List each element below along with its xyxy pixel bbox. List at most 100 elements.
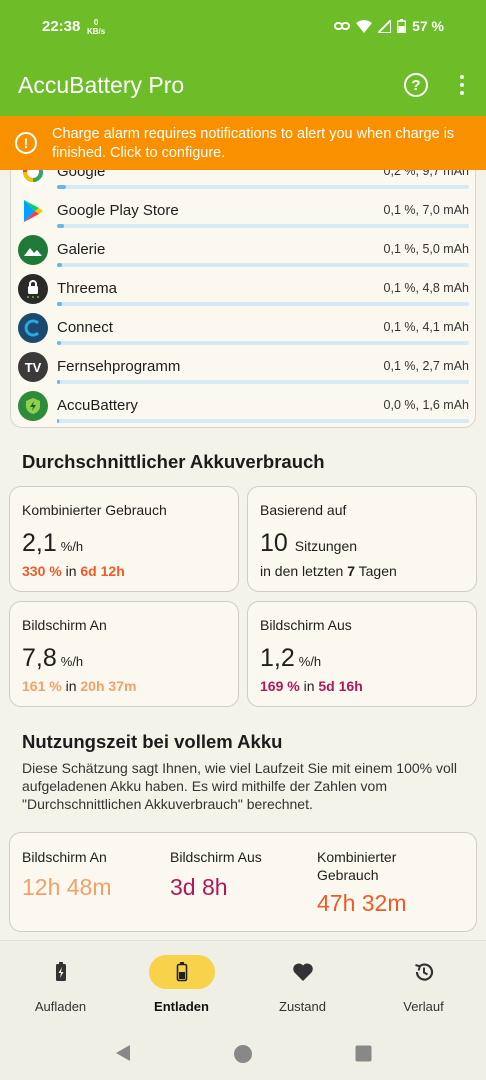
signal-icon	[378, 19, 392, 33]
network-speed-value: 0	[93, 18, 99, 27]
warning-icon: !	[15, 132, 37, 154]
stat-label: Kombinierter Gebrauch	[22, 502, 167, 518]
usage-bar	[57, 302, 469, 306]
app-usage-value: 0,1 %, 4,8 mAh	[383, 281, 469, 295]
full-label: Bildschirm Aus	[170, 849, 262, 865]
app-usage-value: 0,0 %, 1,6 mAh	[383, 398, 469, 412]
list-item[interactable]: Threema 0,1 %, 4,8 mAh	[11, 270, 475, 309]
charge-alarm-banner[interactable]: ! Charge alarm requires notifications to…	[0, 116, 486, 170]
usage-bar-fill	[57, 185, 67, 189]
stat-value: 1,2 %/h	[260, 644, 322, 672]
usage-bar-fill	[57, 380, 60, 384]
stat-label: Bildschirm An	[22, 617, 107, 633]
history-icon	[391, 955, 457, 989]
nav-label: Verlauf	[403, 999, 444, 1014]
stat-card-screen-off[interactable]: Bildschirm Aus 1,2 %/h 169 % in 5d 16h	[247, 601, 477, 707]
more-vert-icon[interactable]	[456, 73, 468, 97]
section-title-average-usage: Durchschnittlicher Akkuverbrauch	[22, 451, 325, 472]
connect-icon	[18, 313, 48, 343]
full-value: 47h 32m	[317, 890, 407, 916]
app-name: Google Play Store	[57, 202, 179, 219]
status-bar: 22:38 0 KB/s 57 %	[0, 0, 486, 56]
stat-card-based-on[interactable]: Basierend auf 10 Sitzungen in den letzte…	[247, 486, 477, 592]
back-icon[interactable]	[114, 1044, 132, 1062]
usage-bar-fill	[57, 224, 64, 228]
battery-percent: 57 %	[412, 18, 444, 34]
list-item[interactable]: Google Play Store 0,1 %, 7,0 mAh	[11, 192, 475, 231]
charge-alarm-text: Charge alarm requires notifications to a…	[52, 126, 455, 161]
usage-bar	[57, 263, 469, 267]
full-value: 3d 8h	[170, 874, 228, 900]
app-name: Connect	[57, 319, 113, 336]
nav-item-entladen[interactable]: Entladen	[121, 941, 242, 1025]
full-combined: Kombinierter Gebrauch 47h 32m	[317, 848, 447, 917]
list-item[interactable]: Connect 0,1 %, 4,1 mAh	[11, 309, 475, 348]
usage-bar	[57, 224, 469, 228]
section-title-full-battery: Nutzungszeit bei vollem Akku	[22, 731, 283, 752]
app-name: Threema	[57, 280, 118, 297]
top-app-bar: 22:38 0 KB/s 57 % AccuBattery Pro ?	[0, 0, 486, 116]
gallery-icon	[18, 235, 48, 265]
stat-period: in den letzten 7 Tagen	[260, 563, 397, 579]
nav-label: Aufladen	[34, 999, 87, 1014]
stat-card-screen-on[interactable]: Bildschirm An 7,8 %/h 161 % in 20h 37m	[9, 601, 239, 707]
system-navigation-bar	[0, 1024, 486, 1080]
list-item[interactable]: Galerie 0,1 %, 5,0 mAh	[11, 231, 475, 270]
usage-bar-fill	[57, 341, 62, 345]
home-icon[interactable]	[233, 1044, 253, 1064]
full-screen-off: Bildschirm Aus 3d 8h	[170, 848, 310, 901]
app-usage-value: 0,1 %, 2,7 mAh	[383, 359, 469, 373]
wifi-icon	[356, 19, 373, 33]
full-screen-on: Bildschirm An 12h 48m	[22, 848, 162, 901]
full-label: Kombinierter Gebrauch	[317, 849, 397, 883]
status-icons: 57 %	[334, 18, 444, 34]
stat-value: 10 Sitzungen	[260, 529, 358, 557]
app-name: AccuBattery	[57, 397, 138, 414]
usage-bar-fill	[57, 302, 62, 306]
full-battery-description: Diese Schätzung sagt Ihnen, wie viel Lau…	[22, 760, 458, 812]
app-usage-value: 0,1 %, 7,0 mAh	[383, 203, 469, 217]
usage-bar	[57, 419, 469, 423]
threema-icon	[18, 274, 48, 304]
nav-item-zustand[interactable]: Zustand	[242, 941, 363, 1025]
stat-estimate: 161 % in 20h 37m	[22, 678, 137, 694]
usage-bar-fill	[57, 419, 59, 423]
battery-icon	[397, 19, 407, 33]
charging-battery-icon	[28, 955, 94, 989]
accubattery-icon	[18, 391, 48, 421]
list-item[interactable]: AccuBattery 0,0 %, 1,6 mAh	[11, 387, 475, 426]
app-usage-value: 0,1 %, 4,1 mAh	[383, 320, 469, 334]
stat-value: 7,8 %/h	[22, 644, 84, 672]
stat-card-combined[interactable]: Kombinierter Gebrauch 2,1 %/h 330 % in 6d…	[9, 486, 239, 592]
app-usage-value: 0,1 %, 5,0 mAh	[383, 242, 469, 256]
heart-icon	[270, 955, 336, 989]
full-value: 12h 48m	[22, 874, 112, 900]
list-item[interactable]: TV Fernsehprogramm 0,1 %, 2,7 mAh	[11, 348, 475, 387]
recents-icon[interactable]	[355, 1045, 372, 1062]
bottom-navigation: Aufladen Entladen Zustand Verlauf	[0, 940, 486, 1024]
play-store-icon	[18, 196, 48, 226]
app-name: Galerie	[57, 241, 106, 258]
status-time: 22:38	[42, 18, 81, 35]
network-speed-unit: KB/s	[87, 27, 106, 36]
link-icon	[334, 22, 351, 30]
app-title: AccuBattery Pro	[18, 72, 185, 98]
nav-item-aufladen[interactable]: Aufladen	[0, 941, 121, 1025]
usage-bar	[57, 341, 469, 345]
usage-bar	[57, 380, 469, 384]
help-icon[interactable]: ?	[404, 73, 428, 97]
discharging-battery-icon	[148, 955, 215, 989]
stat-estimate: 169 % in 5d 16h	[260, 678, 363, 694]
usage-bar	[57, 185, 469, 189]
app-name: Fernsehprogramm	[57, 358, 181, 375]
stat-label: Bildschirm Aus	[260, 617, 352, 633]
nav-label: Zustand	[279, 999, 326, 1014]
usage-bar-fill	[57, 263, 62, 267]
nav-label: Entladen	[154, 999, 209, 1014]
app-usage-list: Google 0,2 %, 9,7 mAh Google Play Store …	[10, 150, 476, 428]
stat-estimate: 330 % in 6d 12h	[22, 563, 125, 579]
full-label: Bildschirm An	[22, 849, 107, 865]
network-speed: 0 KB/s	[87, 18, 105, 36]
tv-icon: TV	[18, 352, 48, 382]
nav-item-verlauf[interactable]: Verlauf	[363, 941, 484, 1025]
